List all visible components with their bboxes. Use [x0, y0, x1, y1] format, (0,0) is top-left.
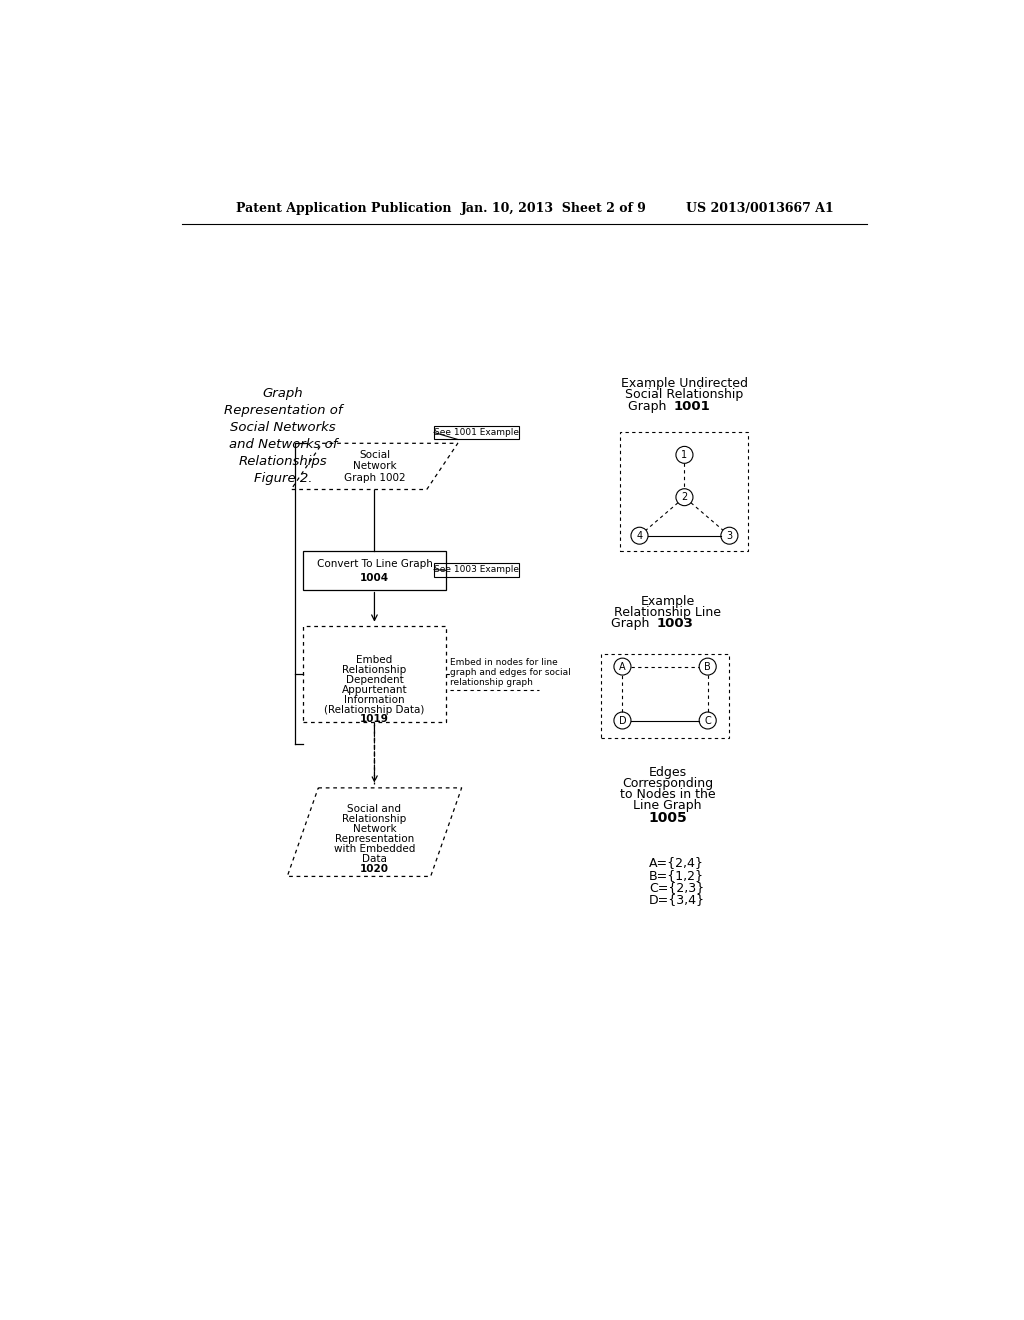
Text: B: B	[705, 661, 711, 672]
Text: A: A	[620, 661, 626, 672]
Bar	[621, 432, 748, 552]
Text: 4: 4	[637, 531, 643, 541]
Text: D: D	[618, 715, 627, 726]
Text: (Relationship Data): (Relationship Data)	[325, 705, 425, 715]
Text: 1: 1	[681, 450, 687, 459]
Text: Embed: Embed	[356, 656, 392, 665]
Text: graph and edges for social: graph and edges for social	[450, 668, 570, 677]
Bar	[434, 425, 519, 440]
Bar	[601, 653, 729, 738]
Text: 2: 2	[681, 492, 687, 502]
Text: See 1003 Example: See 1003 Example	[434, 565, 519, 574]
Text: D={3,4}: D={3,4}	[649, 894, 705, 907]
Text: Network: Network	[352, 824, 396, 834]
Text: 1019: 1019	[360, 714, 389, 723]
Text: Social and: Social and	[347, 804, 401, 814]
Text: See 1001 Example: See 1001 Example	[434, 428, 519, 437]
Bar	[434, 562, 519, 577]
Text: Data: Data	[362, 854, 387, 865]
Text: Jan. 10, 2013  Sheet 2 of 9: Jan. 10, 2013 Sheet 2 of 9	[461, 202, 647, 215]
Text: 1005: 1005	[648, 810, 687, 825]
Text: A={2,4}: A={2,4}	[649, 857, 703, 870]
Text: Graph: Graph	[611, 616, 653, 630]
Text: Edges: Edges	[648, 767, 686, 779]
Text: 1020: 1020	[360, 865, 389, 874]
Text: Information: Information	[344, 696, 404, 705]
Text: Appurtenant: Appurtenant	[342, 685, 408, 696]
Bar	[303, 626, 446, 722]
Text: Convert To Line Graph: Convert To Line Graph	[316, 560, 432, 569]
Text: 3: 3	[726, 531, 732, 541]
Text: B={1,2}: B={1,2}	[649, 869, 703, 882]
Text: Embed in nodes for line: Embed in nodes for line	[450, 659, 557, 667]
Text: to Nodes in the: to Nodes in the	[620, 788, 715, 801]
Text: with Embedded: with Embedded	[334, 843, 415, 854]
Text: Graph
Representation of
Social Networks
and Networks of
Relationships
Figure 2.: Graph Representation of Social Networks …	[224, 387, 342, 484]
Text: US 2013/0013667 A1: US 2013/0013667 A1	[686, 202, 834, 215]
Text: 1004: 1004	[359, 573, 389, 583]
Text: Relationship: Relationship	[342, 814, 407, 824]
Text: Dependent: Dependent	[345, 676, 403, 685]
Text: 1001: 1001	[674, 400, 711, 413]
Text: relationship graph: relationship graph	[450, 678, 532, 688]
Bar	[303, 552, 446, 590]
Text: Social Relationship: Social Relationship	[626, 388, 743, 400]
Text: 1003: 1003	[656, 616, 693, 630]
Text: Patent Application Publication: Patent Application Publication	[237, 202, 452, 215]
Text: Relationship Line: Relationship Line	[614, 606, 721, 619]
Text: Representation: Representation	[335, 834, 414, 843]
Text: Corresponding: Corresponding	[622, 777, 713, 791]
Text: Example Undirected: Example Undirected	[621, 376, 748, 389]
Text: Line Graph: Line Graph	[633, 799, 701, 812]
Text: C={2,3}: C={2,3}	[649, 880, 703, 894]
Text: Relationship: Relationship	[342, 665, 407, 676]
Text: Graph: Graph	[628, 400, 671, 413]
Text: Example: Example	[640, 595, 694, 609]
Text: Social
Network
Graph 1002: Social Network Graph 1002	[344, 450, 406, 483]
Text: C: C	[705, 715, 711, 726]
